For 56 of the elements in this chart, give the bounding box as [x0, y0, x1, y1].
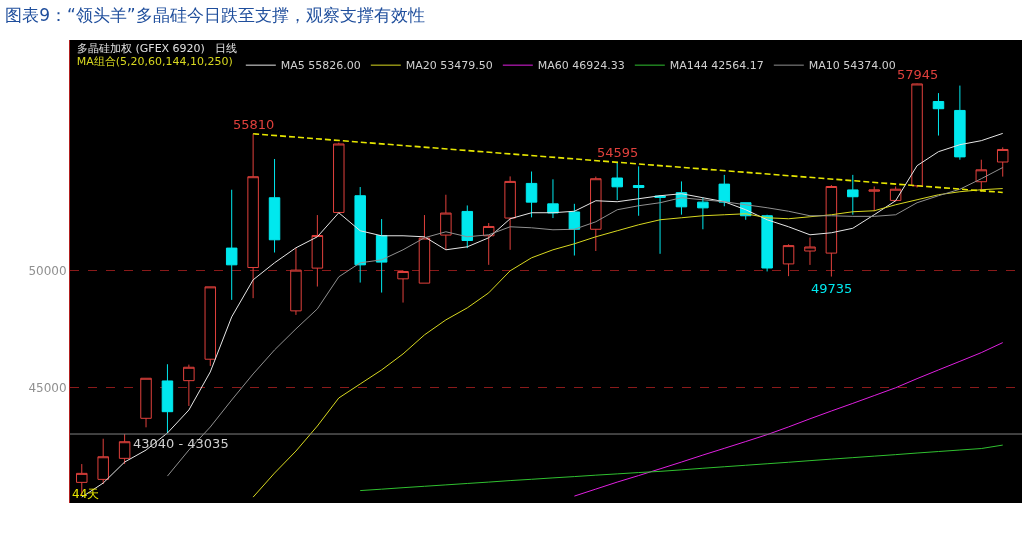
- candlestick: [268, 158, 281, 254]
- candlestick: [525, 171, 538, 218]
- candlestick: [161, 363, 174, 434]
- line-series: [359, 444, 1004, 492]
- candlestick: [118, 433, 131, 465]
- legend-label: MA20 53479.50: [405, 59, 493, 73]
- candlestick: [761, 214, 773, 272]
- candlestick: [611, 161, 623, 201]
- candlestick: [204, 286, 217, 367]
- legend-label: MA5 55826.00: [280, 59, 361, 73]
- candlestick: [932, 92, 945, 137]
- candlestick: [461, 204, 474, 249]
- legend-label: MA144 42564.17: [669, 59, 764, 73]
- annotation: 55810: [233, 117, 275, 132]
- line-series: [252, 188, 1004, 498]
- candlestick: [568, 203, 581, 257]
- annotation: 57945: [897, 67, 939, 82]
- candlestick: [847, 174, 859, 216]
- line-series: [573, 342, 1004, 497]
- candlestick: [697, 197, 709, 230]
- candlestick: [825, 184, 838, 278]
- y-tick-label: 50000: [28, 263, 67, 278]
- candlestick: [140, 377, 152, 428]
- candlestick: [225, 189, 238, 301]
- candlestick: [397, 270, 409, 304]
- legend-label: MA60 46924.33: [537, 59, 625, 73]
- annotation: 54595: [597, 145, 639, 160]
- candlestick: [418, 214, 431, 284]
- candlestick: [504, 175, 516, 251]
- candlestick: [654, 194, 666, 255]
- candlestick: [590, 176, 602, 252]
- candlestick: [440, 194, 452, 251]
- candlestick: [290, 247, 302, 316]
- candlestick: [375, 218, 388, 294]
- candlestick: [547, 178, 559, 219]
- chart-title: 图表9：“领头羊”多晶硅今日跌至支撑，观察支撑有效性: [5, 4, 425, 25]
- candlestick: [804, 236, 816, 266]
- legend-title: MA组合(5,20,60,144,10,250): [76, 54, 233, 68]
- candlestick: [183, 364, 195, 407]
- candlestick: [97, 438, 109, 485]
- chart-subtitle: 多晶硅加权 (GFEX 6920) 日线: [77, 42, 238, 55]
- annotation: 44天: [72, 487, 100, 501]
- candlestick: [911, 83, 923, 189]
- candlestick: [354, 186, 366, 284]
- candlestick: [247, 133, 259, 299]
- candlestick: [632, 165, 645, 217]
- candlestick: [954, 85, 966, 161]
- y-tick-label: 45000: [28, 381, 67, 396]
- candlestick: [996, 146, 1009, 178]
- candlestick: [782, 243, 795, 277]
- candlestick: [333, 142, 345, 213]
- candlestick: [868, 186, 880, 212]
- legend-label: MA10 54374.00: [808, 59, 896, 73]
- candlestick: [311, 214, 324, 288]
- annotation: 49735: [811, 281, 853, 296]
- candlestick: [718, 174, 731, 207]
